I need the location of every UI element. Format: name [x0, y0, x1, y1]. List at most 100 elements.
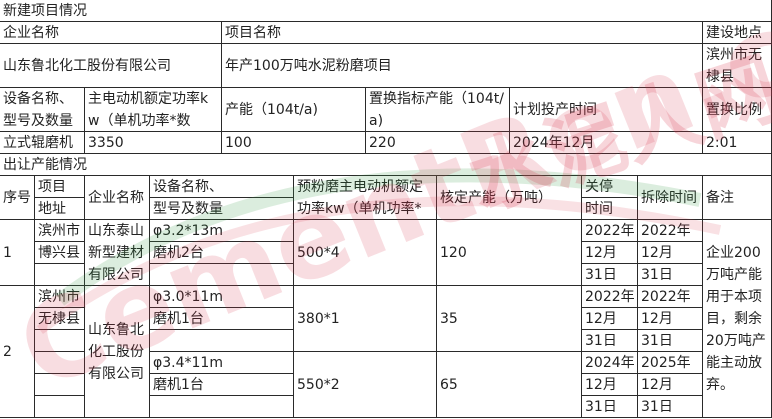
row-shutdown-time-text: 2022年	[585, 222, 635, 239]
header-addr: 项目	[34, 175, 85, 198]
value-motor-power: 3350	[84, 131, 222, 154]
company-name-text: 山东鲁北化工股份有限公司	[3, 57, 171, 74]
row-address: 无棣县	[34, 307, 85, 330]
row-equipment: 磨机1台	[149, 307, 294, 330]
value-planned-date-text: 2024年12月	[513, 134, 595, 151]
row-address	[34, 373, 85, 396]
project-name-text: 年产100万吨水泥粉磨项目	[225, 57, 392, 74]
row-approved-capacity: 120	[436, 219, 582, 286]
row-equipment-text: 磨机1台	[153, 376, 204, 393]
row-removal-time-text: 12月	[641, 244, 673, 261]
header-pregrind-power: 预粉磨主电动机额定功率kw（单机功率*	[293, 175, 437, 220]
row-equipment	[149, 395, 294, 418]
row-removal-time-text: 2022年	[641, 222, 691, 239]
value-ratio: 2:01	[702, 131, 772, 154]
company-name: 山东鲁北化工股份有限公司	[0, 43, 222, 88]
header-planned-date: 计划投产时间	[509, 87, 703, 132]
row-equipment-text: φ3.4*11m	[153, 354, 223, 371]
header-planned-date-text: 计划投产时间	[513, 101, 597, 118]
row-shutdown-time-text: 12月	[585, 310, 617, 327]
row-address	[34, 351, 85, 374]
value-equipment-text: 立式辊磨机	[3, 134, 73, 151]
row-address	[34, 329, 85, 352]
row-equipment: φ3.2*13m	[149, 219, 294, 242]
row-shutdown-time: 12月	[581, 241, 638, 264]
row-removal-time: 31日	[637, 395, 703, 418]
row-shutdown-time-text: 12月	[585, 244, 617, 261]
project-location: 滨州市无棣县	[702, 43, 772, 88]
row-seq: 1	[0, 219, 35, 286]
row-equipment: 磨机2台	[149, 241, 294, 264]
row-removal-time-text: 31日	[641, 332, 673, 349]
header-approved-capacity-text: 核定产能（万吨）	[440, 189, 552, 206]
row-shutdown-time: 31日	[581, 329, 638, 352]
row-shutdown-time-text: 12月	[585, 376, 617, 393]
row-removal-time: 2022年	[637, 285, 703, 308]
header-replacement-capacity-text: 置换指标产能（104t/a)	[369, 90, 504, 129]
row-shutdown-time: 12月	[581, 307, 638, 330]
row-company-text: 山东鲁北化工股份有限公司	[88, 321, 144, 382]
row-shutdown-time: 12月	[581, 373, 638, 396]
header-removal-time-text: 拆除时间	[641, 189, 697, 206]
value-capacity-text: 100	[225, 134, 252, 151]
row-equipment	[149, 329, 294, 352]
remark-text-text: 企业200万吨产能用于本项目，剩余20万吨产能主动放弃。	[706, 244, 766, 393]
row-pregrind-power: 380*1	[293, 285, 437, 352]
row-pregrind-power: 500*4	[293, 219, 437, 286]
header-pregrind-power-text: 预粉磨主电动机额定功率kw（单机功率*	[297, 178, 423, 217]
row-address: 滨州市	[34, 219, 85, 242]
remark-text: 企业200万吨产能用于本项目，剩余20万吨产能主动放弃。	[702, 219, 772, 418]
row-address	[34, 263, 85, 286]
row-removal-time-text: 2025年	[641, 354, 691, 371]
row-equipment: φ3.0*11m	[149, 285, 294, 308]
row-removal-time: 2022年	[637, 219, 703, 242]
row-address-text: 无棣县	[38, 310, 80, 327]
row-removal-time: 12月	[637, 373, 703, 396]
header-company-text: 企业名称	[3, 24, 59, 41]
header-replacement-capacity: 置换指标产能（104t/a)	[365, 87, 510, 132]
header-motor-power: 主电动机额定功率kw（单机功率*数	[84, 87, 222, 132]
header-shutdown-time: 时间	[581, 197, 638, 220]
row-equipment: φ3.4*11m	[149, 351, 294, 374]
header-seq: 序号	[0, 175, 35, 220]
header-transfer-equipment: 设备名称、	[149, 175, 294, 198]
header-addr-text: 项目	[38, 178, 66, 195]
row-address-text: 滨州市	[38, 222, 80, 239]
header-capacity-text: 产能（104t/a)	[225, 101, 318, 118]
row-shutdown-time: 2024年	[581, 351, 638, 374]
header-transfer-company: 企业名称	[84, 175, 150, 220]
value-capacity: 100	[221, 131, 366, 154]
row-company: 山东鲁北化工股份有限公司	[84, 285, 150, 418]
row-shutdown-time: 2022年	[581, 285, 638, 308]
row-shutdown-time: 2022年	[581, 219, 638, 242]
value-planned-date: 2024年12月	[509, 131, 703, 154]
row-address-text: 滨州市	[38, 288, 80, 305]
header-approved-capacity: 核定产能（万吨）	[436, 175, 582, 220]
row-shutdown-time-text: 2022年	[585, 288, 635, 305]
header-capacity: 产能（104t/a)	[221, 87, 366, 132]
header-addr-text: 地址	[38, 200, 66, 217]
header-ratio: 置换比例	[702, 87, 772, 132]
value-replacement-capacity-text: 220	[369, 134, 396, 151]
row-address: 滨州市	[34, 285, 85, 308]
section-title-new: 新建项目情况	[0, 0, 772, 22]
row-pregrind-power-text: 380*1	[297, 310, 340, 327]
row-shutdown-time: 31日	[581, 263, 638, 286]
header-transfer-equipment-text: 型号及数量	[153, 200, 223, 217]
value-equipment: 立式辊磨机	[0, 131, 85, 154]
header-company: 企业名称	[0, 21, 222, 44]
header-shutdown-time-text: 关停	[585, 178, 613, 195]
row-pregrind-power: 550*2	[293, 351, 437, 418]
row-equipment-text: φ3.2*13m	[153, 222, 223, 239]
row-shutdown-time-text: 2024年	[585, 354, 635, 371]
row-removal-time: 12月	[637, 307, 703, 330]
value-motor-power-text: 3350	[88, 134, 124, 151]
row-address	[34, 395, 85, 418]
project-location-text: 滨州市无棣县	[706, 46, 762, 85]
row-removal-time: 31日	[637, 263, 703, 286]
header-removal-time: 拆除时间	[637, 175, 703, 220]
row-approved-capacity: 65	[436, 351, 582, 418]
header-remark: 备注	[702, 175, 772, 220]
header-motor-power-text: 主电动机额定功率kw（单机功率*数	[88, 90, 209, 129]
